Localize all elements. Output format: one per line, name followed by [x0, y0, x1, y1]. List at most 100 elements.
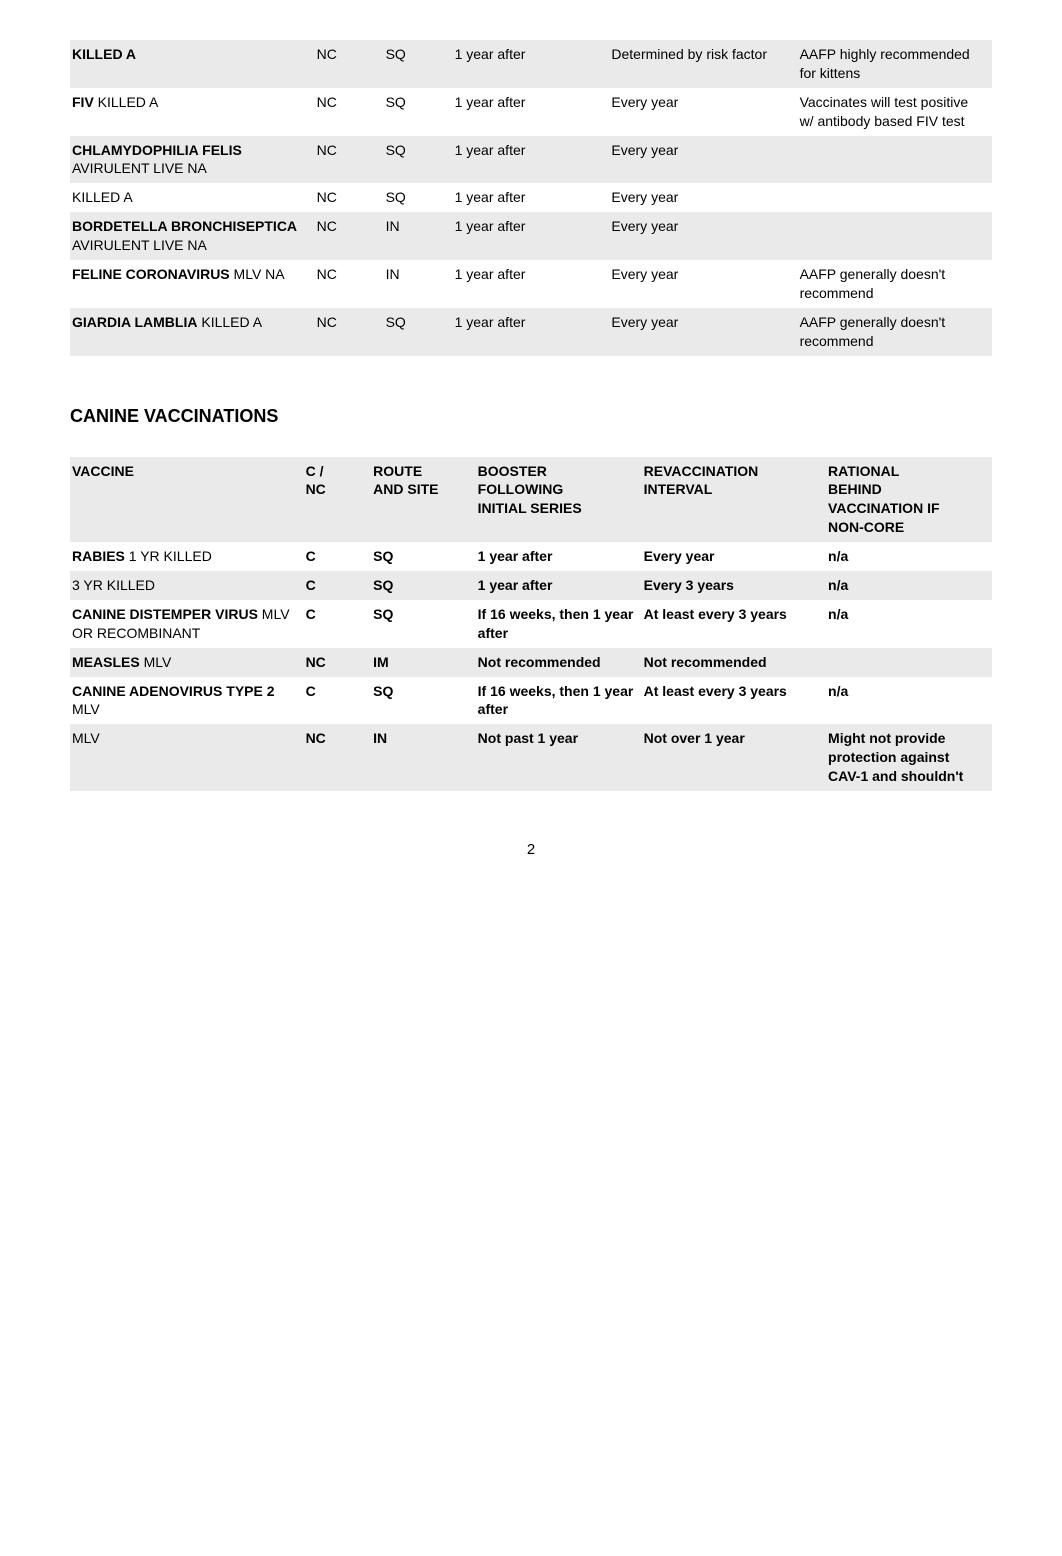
cell-revaccination: Determined by risk factor: [609, 40, 797, 88]
cell-booster: Not recommended: [476, 648, 642, 677]
cell-revaccination: Every 3 years: [642, 571, 826, 600]
cell-core-noncore: NC: [315, 212, 384, 260]
cell-revaccination: Every year: [609, 212, 797, 260]
table-row: BORDETELLA BRONCHISEPTICA AVIRULENT LIVE…: [70, 212, 992, 260]
cell-booster: 1 year after: [476, 571, 642, 600]
cell-vaccine: BORDETELLA BRONCHISEPTICA AVIRULENT LIVE…: [70, 212, 315, 260]
cell-booster: 1 year after: [453, 212, 610, 260]
table-row: CHLAMYDOPHILIA FELIS AVIRULENT LIVE NA NC…: [70, 136, 992, 184]
cell-rational: n/a: [826, 571, 992, 600]
cell-booster: If 16 weeks, then 1 year after: [476, 677, 642, 725]
vaccine-name-bold: KILLED A: [72, 46, 136, 62]
vaccine-name-rest: AVIRULENT LIVE NA: [72, 160, 207, 176]
cell-rational: [826, 648, 992, 677]
vaccine-name-rest: MLV NA: [230, 266, 285, 282]
cell-route: SQ: [384, 308, 453, 356]
cell-booster: 1 year after: [453, 183, 610, 212]
cell-rational: [798, 183, 992, 212]
col-vaccine: VACCINE: [70, 457, 304, 543]
cell-booster: 1 year after: [476, 542, 642, 571]
section-title-canine: CANINE VACCINATIONS: [70, 406, 992, 427]
cell-vaccine: MLV: [70, 724, 304, 791]
col-booster: BOOSTER FOLLOWING INITIAL SERIES: [476, 457, 642, 543]
cell-rational: n/a: [826, 677, 992, 725]
cell-core-noncore: C: [304, 600, 372, 648]
cell-vaccine: KILLED A: [70, 183, 315, 212]
cell-rational: [798, 136, 992, 184]
table-row: 3 YR KILLEDCSQ1 year afterEvery 3 yearsn…: [70, 571, 992, 600]
cell-route: IN: [384, 260, 453, 308]
table-header-row: VACCINE C / NC ROUTE AND SITE BOOSTER FO…: [70, 457, 992, 543]
table-row: RABIES 1 YR KILLEDCSQ1 year afterEvery y…: [70, 542, 992, 571]
cell-revaccination: Not over 1 year: [642, 724, 826, 791]
vaccine-name-rest: 3 YR KILLED: [72, 577, 155, 593]
cell-core-noncore: NC: [315, 260, 384, 308]
table-row: CANINE DISTEMPER VIRUS MLV OR RECOMBINAN…: [70, 600, 992, 648]
col-rational: RATIONAL BEHIND VACCINATION IF NON-CORE: [826, 457, 992, 543]
table-row: KILLED ANCSQ1 year afterEvery year: [70, 183, 992, 212]
cell-revaccination: At least every 3 years: [642, 600, 826, 648]
vaccine-name-bold: GIARDIA LAMBLIA: [72, 314, 197, 330]
cell-revaccination: Every year: [642, 542, 826, 571]
cell-revaccination: Not recommended: [642, 648, 826, 677]
vaccine-name-bold: MEASLES: [72, 654, 140, 670]
page-number: 2: [70, 841, 992, 858]
cell-rational: Might not provide protection against CAV…: [826, 724, 992, 791]
cell-booster: 1 year after: [453, 260, 610, 308]
cell-vaccine: CANINE ADENOVIRUS TYPE 2 MLV: [70, 677, 304, 725]
cell-rational: n/a: [826, 600, 992, 648]
cell-core-noncore: NC: [315, 308, 384, 356]
table-row: MLVNCINNot past 1 yearNot over 1 yearMig…: [70, 724, 992, 791]
table-row: MEASLES MLVNCIMNot recommendedNot recomm…: [70, 648, 992, 677]
vaccine-name-bold: FIV: [72, 94, 94, 110]
cell-vaccine: KILLED A: [70, 40, 315, 88]
cell-route: SQ: [371, 677, 476, 725]
cell-booster: 1 year after: [453, 308, 610, 356]
vaccine-name-rest: MLV: [140, 654, 172, 670]
table-row: FELINE CORONAVIRUS MLV NANCIN1 year afte…: [70, 260, 992, 308]
feline-vaccine-table: KILLED ANCSQ1 year afterDetermined by ri…: [70, 40, 992, 356]
cell-core-noncore: C: [304, 677, 372, 725]
cell-booster: 1 year after: [453, 40, 610, 88]
cell-core-noncore: NC: [315, 136, 384, 184]
vaccine-name-rest: KILLED A: [197, 314, 262, 330]
vaccine-name-bold: CHLAMYDOPHILIA FELIS: [72, 142, 242, 158]
cell-vaccine: GIARDIA LAMBLIA KILLED A: [70, 308, 315, 356]
cell-route: SQ: [384, 136, 453, 184]
vaccine-name-bold: CANINE DISTEMPER VIRUS: [72, 606, 258, 622]
cell-vaccine: FIV KILLED A: [70, 88, 315, 136]
canine-vaccine-table: VACCINE C / NC ROUTE AND SITE BOOSTER FO…: [70, 457, 992, 791]
cell-revaccination: At least every 3 years: [642, 677, 826, 725]
cell-core-noncore: NC: [304, 724, 372, 791]
cell-route: SQ: [384, 183, 453, 212]
vaccine-name-rest: KILLED A: [72, 189, 133, 205]
cell-booster: 1 year after: [453, 136, 610, 184]
vaccine-name-rest: 1 YR KILLED: [125, 548, 212, 564]
cell-route: IN: [384, 212, 453, 260]
cell-vaccine: 3 YR KILLED: [70, 571, 304, 600]
cell-revaccination: Every year: [609, 260, 797, 308]
cell-rational: Vaccinates will test positive w/ antibod…: [798, 88, 992, 136]
cell-rational: AAFP generally doesn't recommend: [798, 308, 992, 356]
cell-revaccination: Every year: [609, 88, 797, 136]
cell-core-noncore: NC: [315, 40, 384, 88]
cell-core-noncore: NC: [315, 88, 384, 136]
vaccine-name-bold: BORDETELLA BRONCHISEPTICA: [72, 218, 297, 234]
cell-revaccination: Every year: [609, 136, 797, 184]
cell-route: IN: [371, 724, 476, 791]
cell-vaccine: MEASLES MLV: [70, 648, 304, 677]
col-core-noncore: C / NC: [304, 457, 372, 543]
cell-rational: n/a: [826, 542, 992, 571]
cell-route: SQ: [384, 88, 453, 136]
cell-core-noncore: C: [304, 542, 372, 571]
cell-rational: [798, 212, 992, 260]
col-revaccination: REVACCINATION INTERVAL: [642, 457, 826, 543]
cell-revaccination: Every year: [609, 308, 797, 356]
table-row: FIV KILLED ANCSQ1 year afterEvery yearVa…: [70, 88, 992, 136]
cell-vaccine: CANINE DISTEMPER VIRUS MLV OR RECOMBINAN…: [70, 600, 304, 648]
cell-booster: Not past 1 year: [476, 724, 642, 791]
cell-route: SQ: [371, 600, 476, 648]
cell-core-noncore: NC: [315, 183, 384, 212]
vaccine-name-bold: CANINE ADENOVIRUS TYPE 2: [72, 683, 275, 699]
vaccine-name-rest: KILLED A: [94, 94, 159, 110]
